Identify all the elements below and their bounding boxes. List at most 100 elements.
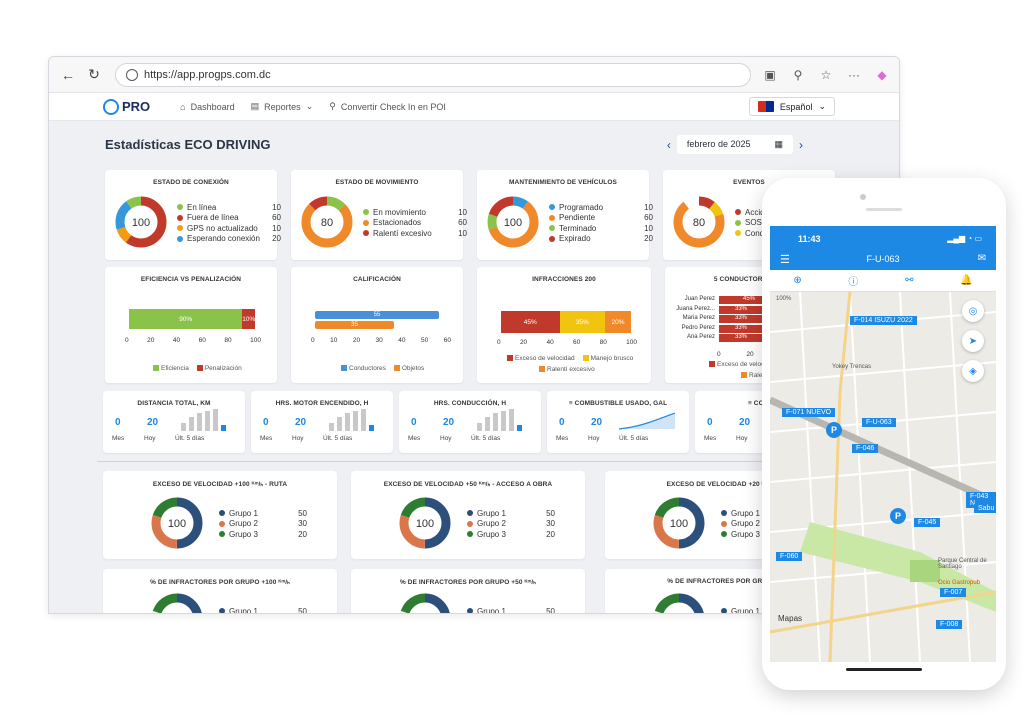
copilot-icon[interactable]: ◆	[877, 67, 887, 82]
globe-icon	[126, 68, 138, 81]
card-title: DISTANCIA TOTAL, KM	[137, 400, 211, 407]
legend-row-2: Ralent	[741, 372, 768, 379]
stat-mes-value: 0	[115, 417, 121, 428]
svg-text:100: 100	[670, 518, 688, 530]
globe-icon[interactable]: ⊕	[793, 275, 802, 286]
vehicle-marker[interactable]: F-045	[914, 518, 941, 527]
legend: Conductores Objetos	[341, 365, 424, 372]
card-title: % DE INFRACTORES POR GRUPO +100 ᴷᵐ/ₕ	[150, 579, 290, 586]
map-view[interactable]: 100% Yokey Trencas Parque Central de San…	[770, 292, 996, 662]
legend: En movimiento 10 Estacionados 60 Ralentí e…	[363, 207, 467, 239]
vehicle-marker[interactable]: F-007	[940, 588, 967, 597]
mail-icon[interactable]: ✉	[977, 253, 986, 264]
card-estado-movimiento: ESTADO DE MOVIMIENTO 80 En movimiento 10 …	[291, 170, 467, 260]
vehicle-marker[interactable]: F-071 NUEVO	[782, 408, 836, 417]
donut-chart	[151, 593, 203, 613]
pro-logo[interactable]: PRO	[103, 98, 150, 115]
donut-chart: 80	[301, 196, 353, 248]
chevron-right-icon[interactable]: ›	[799, 137, 803, 152]
date-field[interactable]: febrero de 2025 ▦	[676, 135, 793, 154]
favorites-icon[interactable]: ☆	[820, 67, 832, 82]
card-title: EVENTOS	[733, 179, 765, 186]
menu-checkin-poi[interactable]: ⚲ Convertir Check In en POI	[329, 101, 446, 112]
bar-objetos: 35	[315, 321, 394, 329]
menu-icon[interactable]: ☰	[780, 254, 790, 266]
divider	[97, 461, 857, 462]
language-label: Español	[779, 101, 813, 112]
navigate-icon[interactable]: ➤	[962, 330, 984, 352]
chevron-down-icon: ⌄	[305, 101, 314, 111]
info-icon[interactable]: ⓘ	[848, 277, 859, 288]
donut-chart	[399, 593, 451, 613]
stat-hoy-label: Hoy	[292, 435, 304, 442]
extension-icon[interactable]: ⚲	[793, 67, 803, 82]
card-title: EXCESO DE VELOCIDAD +100 ᴷᵐ/ₕ - RUTA	[152, 481, 288, 488]
menu-label: Reportes	[264, 101, 301, 112]
bell-icon[interactable]: 🔔	[960, 275, 973, 286]
sparkline-area	[619, 412, 675, 430]
card-title: ESTADO DE CONEXIÓN	[153, 179, 229, 186]
donut-chart: 100	[151, 497, 203, 549]
donut-chart	[653, 593, 705, 613]
more-icon[interactable]: ···	[848, 67, 860, 82]
svg-text:100: 100	[132, 217, 150, 229]
language-select[interactable]: Español ⌄	[748, 97, 835, 116]
address-bar[interactable]: https://app.progps.com.dc	[115, 62, 751, 87]
pin-icon: ⚲	[329, 101, 336, 111]
infractor-card: % DE INFRACTORES POR GRUPO +100 ᴷᵐ/ₕ Gru…	[103, 569, 337, 613]
browser-toolbar: ← ↻ https://app.progps.com.dc ▣ ⚲ ☆ ··· …	[49, 57, 899, 93]
bar-conductores: 55	[315, 311, 439, 319]
donut-chart: 100	[487, 196, 539, 248]
flag-icon	[757, 101, 774, 112]
svg-text:100: 100	[504, 217, 522, 229]
card-mantenimiento: MANTENIMIENTO DE VEHÍCULOS 100 Programad…	[477, 170, 653, 260]
map-label-yokey: Yokey Trencas	[832, 364, 872, 370]
vehicle-marker[interactable]: F-046	[852, 444, 879, 453]
bar-exceso: 45%	[501, 311, 560, 333]
scale-label: 100%	[776, 296, 792, 302]
reports-icon: ▤	[250, 101, 260, 111]
stat-hoy-label: Hoy	[144, 435, 156, 442]
menu-dashboard[interactable]: ⌂ Dashboard	[180, 102, 234, 112]
vehicle-marker[interactable]: F-014 ISUZU 2022	[850, 316, 917, 325]
focus-icon[interactable]: ◎	[962, 300, 984, 322]
stat-mes-value: 0	[411, 417, 417, 428]
parking-marker[interactable]: P	[826, 422, 842, 438]
stat-card: DISTANCIA TOTAL, KM 0 20 Mes Hoy Últ. 5 …	[103, 391, 245, 453]
stat-mes-label: Mes	[112, 435, 125, 442]
x-axis: 0 10 20 30 40 50 60	[311, 337, 451, 344]
back-icon[interactable]: ←	[61, 66, 75, 83]
stat-hoy-value: 20	[591, 417, 603, 428]
parking-marker[interactable]: P	[890, 508, 906, 524]
stacked-bar: 90% 10%	[129, 309, 255, 329]
screen-icon[interactable]: ▣	[764, 67, 776, 82]
group-donut-card: EXCESO DE VELOCIDAD +50 ᴷᵐ/ₕ - ACCESO A …	[351, 471, 585, 559]
card-title: % DE INFRACTORES POR GRUPO	[667, 578, 777, 585]
mini-bar-chart	[477, 409, 522, 431]
menu-reportes[interactable]: ▤ Reportes ⌄	[251, 101, 314, 112]
vehicle-marker[interactable]: Sabu	[974, 504, 996, 513]
vehicle-marker[interactable]: F-060	[776, 552, 803, 561]
card-title: CALIFICACIÓN	[353, 276, 401, 283]
card-title: HRS. CONDUCCIÓN, H	[433, 400, 507, 407]
chevron-left-icon[interactable]: ‹	[666, 137, 671, 152]
card-infracciones: INFRACCIONES 200 45% 35% 20% 0 20 40 60 80 10…	[477, 267, 651, 383]
donut-chart: 100	[115, 196, 167, 248]
vehicle-marker[interactable]: F-U-063	[862, 418, 896, 427]
layers-icon[interactable]: ◈	[962, 360, 984, 382]
status-time: 11:43	[798, 234, 821, 244]
donut-chart: 80	[673, 196, 725, 248]
mini-bar-chart	[181, 409, 226, 431]
share-icon[interactable]: ⚯	[905, 275, 914, 286]
vehicle-marker[interactable]: F-008	[936, 620, 963, 629]
stat-hoy-value: 20	[295, 417, 307, 428]
page-title: Estadísticas ECO DRIVING	[105, 137, 271, 152]
legend: En línea 10 Fuera de línea 60 GPS no actua…	[177, 202, 281, 244]
stat-hoy-label: Hoy	[588, 435, 600, 442]
reload-icon[interactable]: ↻	[88, 66, 100, 82]
infractor-card: % DE INFRACTORES POR GRUPO +50 ᴷᵐ/ₕ Grup…	[351, 569, 585, 613]
card-title: EFICIENCIA VS PENALIZACIÓN	[140, 276, 242, 283]
stat-card: HRS. CONDUCCIÓN, H 0 20 Mes Hoy Últ. 5 d…	[399, 391, 541, 453]
url-text: https://app.progps.com.dc	[144, 68, 271, 81]
map-label-parque: Parque Central de Santiago	[938, 558, 987, 570]
